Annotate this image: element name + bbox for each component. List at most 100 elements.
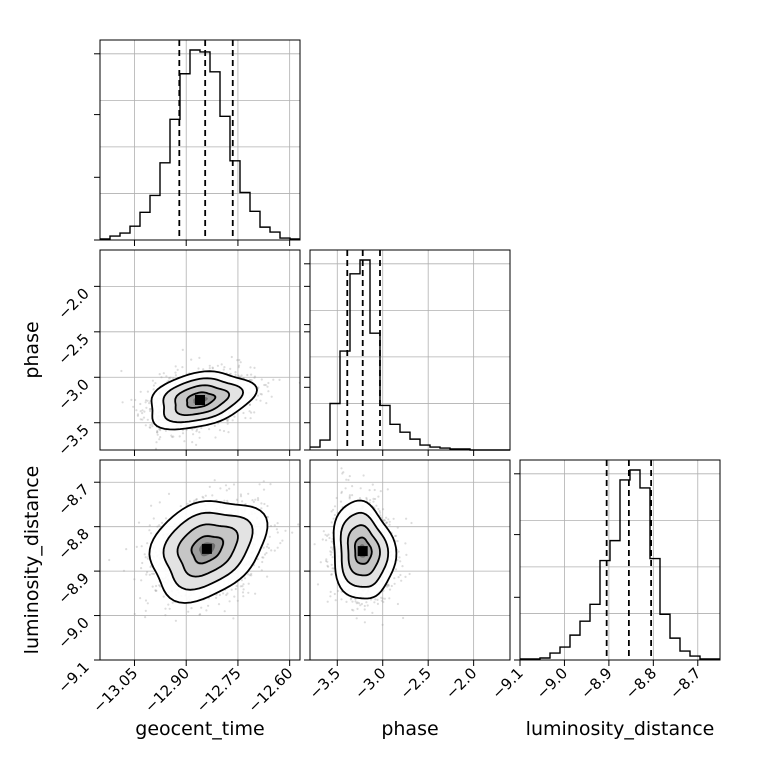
- scatter-point: [356, 601, 359, 604]
- x-tick-label-luminosity_distance: −8.9: [577, 664, 615, 702]
- scatter-point: [330, 546, 333, 549]
- scatter-point: [330, 521, 333, 524]
- scatter-point: [156, 525, 159, 528]
- scatter-point: [200, 606, 203, 609]
- scatter-point: [259, 392, 262, 396]
- scatter-point: [326, 600, 329, 603]
- scatter-point: [332, 567, 335, 570]
- scatter-point: [152, 384, 155, 387]
- scatter-point: [329, 550, 332, 553]
- scatter-point: [272, 378, 275, 381]
- scatter-point: [140, 545, 143, 548]
- scatter-point: [158, 584, 161, 587]
- scatter-point: [388, 520, 391, 523]
- scatter-point: [148, 408, 151, 411]
- scatter-point: [142, 416, 146, 419]
- histogram-step: [520, 469, 720, 660]
- scatter-point: [191, 441, 194, 444]
- scatter-point: [195, 498, 198, 501]
- scatter-point: [393, 582, 396, 585]
- scatter-point: [149, 423, 152, 427]
- scatter-point: [410, 521, 413, 525]
- scatter-point: [319, 561, 322, 564]
- scatter-point: [394, 568, 398, 571]
- x-axis-title-luminosity_distance: luminosity_distance: [526, 718, 715, 740]
- scatter-point: [387, 584, 390, 587]
- scatter-point: [348, 475, 351, 478]
- scatter-point: [169, 376, 172, 379]
- scatter-point: [168, 377, 171, 380]
- histogram-step: [310, 259, 510, 451]
- scatter-point: [219, 487, 222, 490]
- scatter-point: [198, 356, 201, 359]
- scatter-point: [270, 395, 273, 398]
- scatter-point: [327, 533, 330, 536]
- scatter-point: [372, 500, 375, 503]
- scatter-point: [208, 367, 211, 370]
- x-axis-title-phase: phase: [381, 718, 438, 740]
- scatter-point: [137, 521, 141, 524]
- scatter-point: [156, 433, 159, 436]
- scatter-point: [244, 503, 247, 506]
- scatter-point: [276, 531, 279, 534]
- scatter-point: [385, 516, 388, 519]
- scatter-point: [379, 511, 382, 514]
- scatter-point: [371, 611, 374, 615]
- scatter-point: [198, 436, 201, 439]
- scatter-point: [333, 592, 336, 596]
- scatter-point: [164, 517, 168, 520]
- scatter-point: [149, 426, 152, 429]
- scatter-point: [234, 373, 237, 376]
- scatter-point: [244, 416, 247, 420]
- scatter-point: [262, 556, 265, 559]
- scatter-point: [270, 549, 273, 552]
- scatter-point: [380, 596, 383, 599]
- scatter-point: [146, 571, 149, 574]
- scatter-point: [265, 402, 268, 405]
- scatter-point: [151, 572, 154, 575]
- scatter-point: [159, 429, 162, 432]
- scatter-point: [186, 502, 189, 505]
- scatter-point: [331, 567, 334, 570]
- scatter-point: [395, 534, 398, 538]
- scatter-point: [404, 542, 407, 545]
- x-tick-label-geocent_time: −13.05: [89, 664, 141, 716]
- scatter-point: [217, 603, 221, 606]
- scatter-point: [278, 378, 281, 381]
- scatter-point: [150, 504, 153, 507]
- scatter-point: [241, 500, 244, 503]
- scatter-point: [396, 602, 399, 606]
- scatter-point: [144, 599, 148, 602]
- scatter-point: [260, 569, 263, 572]
- scatter-point: [268, 535, 271, 538]
- scatter-point: [237, 366, 240, 369]
- scatter-point: [141, 412, 144, 415]
- scatter-point: [151, 425, 154, 428]
- scatter-point: [216, 364, 219, 367]
- scatter-point: [172, 435, 175, 438]
- scatter-point: [145, 406, 148, 409]
- scatter-point: [250, 411, 253, 414]
- scatter-point: [198, 431, 201, 434]
- scatter-point: [265, 545, 269, 548]
- scatter-point: [135, 545, 138, 549]
- scatter-point: [385, 521, 388, 524]
- panel-phase-vs-luminosity_distance: [309, 459, 511, 661]
- scatter-point: [156, 431, 159, 434]
- scatter-point: [224, 484, 228, 487]
- scatter-point: [257, 498, 260, 502]
- scatter-point: [276, 546, 279, 549]
- scatter-point: [404, 575, 407, 579]
- scatter-point: [349, 598, 352, 601]
- scatter-point: [363, 608, 366, 611]
- scatter-point: [393, 577, 396, 580]
- scatter-point: [151, 379, 154, 382]
- scatter-point: [232, 617, 235, 620]
- x-tick-label-luminosity_distance: −8.8: [622, 664, 660, 702]
- scatter-point: [359, 487, 362, 490]
- scatter-point: [291, 531, 294, 534]
- scatter-point: [258, 565, 261, 569]
- scatter-point: [234, 371, 237, 374]
- scatter-point: [249, 366, 252, 369]
- scatter-point: [381, 623, 384, 626]
